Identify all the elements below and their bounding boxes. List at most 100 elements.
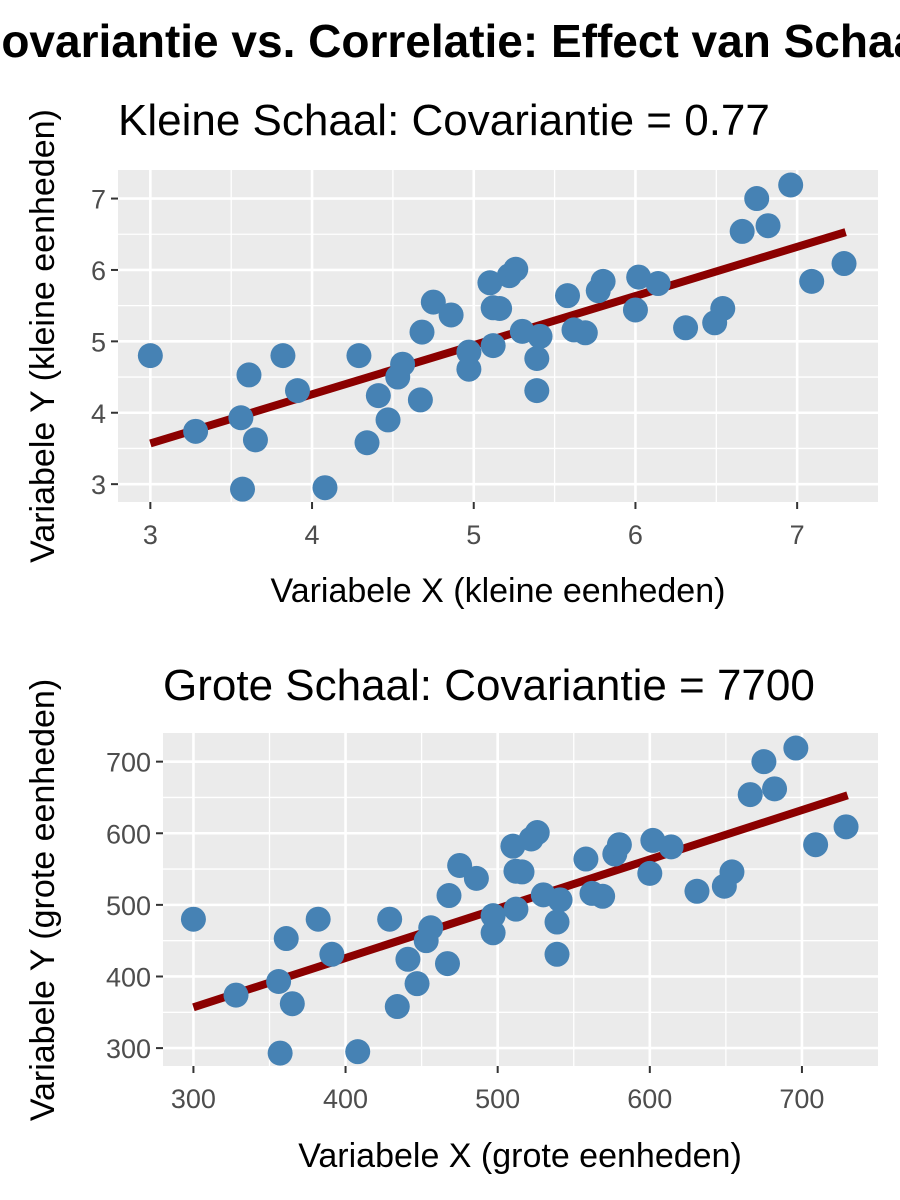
x-tick-label: 3 — [143, 520, 158, 550]
data-point — [384, 994, 410, 1020]
data-point — [434, 951, 460, 977]
data-point — [345, 1039, 371, 1065]
figure-title: Covariantie vs. Correlatie: Effect van S… — [0, 15, 900, 67]
data-point — [456, 356, 482, 382]
data-point — [645, 271, 671, 297]
data-point — [137, 343, 163, 369]
y-tick-label: 3 — [91, 470, 106, 500]
data-point — [312, 475, 338, 501]
data-point — [719, 859, 745, 885]
data-point — [803, 832, 829, 858]
data-point — [555, 283, 581, 309]
x-tick-label: 700 — [779, 1084, 824, 1114]
data-point — [755, 213, 781, 239]
data-point — [409, 319, 435, 345]
data-point — [377, 906, 403, 932]
y-tick-label: 600 — [106, 819, 151, 849]
data-point — [480, 333, 506, 359]
data-point — [480, 903, 506, 929]
data-point — [456, 339, 482, 365]
data-point — [266, 968, 292, 994]
data-point — [375, 407, 401, 433]
y-tick-label: 300 — [106, 1034, 151, 1064]
data-point — [346, 343, 372, 369]
data-point — [778, 172, 804, 198]
data-point — [477, 270, 503, 296]
data-point — [833, 814, 859, 840]
data-point — [319, 941, 345, 967]
x-ticks-small-scale: 3 4 5 6 7 — [143, 502, 805, 550]
y-tick-label: 500 — [106, 891, 151, 921]
data-point — [658, 834, 684, 860]
y-axis-label-large-scale: Variabele Y (grote eenheden) — [24, 679, 62, 1121]
x-tick-label: 400 — [323, 1084, 368, 1114]
data-point — [737, 782, 763, 808]
data-point — [305, 906, 331, 932]
data-point — [547, 887, 573, 913]
panel-title-large-scale: Grote Schaal: Covariantie = 7700 — [163, 661, 815, 710]
data-point — [242, 427, 268, 453]
data-point — [744, 186, 770, 212]
x-axis-label-small-scale: Variabele X (kleine eenheden) — [271, 572, 726, 610]
x-ticks-large-scale: 300 400 500 600 700 — [171, 1066, 824, 1114]
data-point — [524, 820, 550, 846]
data-point — [267, 1040, 293, 1066]
x-tick-label: 6 — [628, 520, 643, 550]
data-point — [420, 289, 446, 315]
y-tick-label: 7 — [91, 185, 106, 215]
data-point — [590, 268, 616, 294]
data-point — [799, 268, 825, 294]
data-point — [395, 946, 421, 972]
data-point — [831, 251, 857, 277]
y-tick-label: 400 — [106, 962, 151, 992]
data-point — [487, 296, 513, 322]
data-point — [183, 418, 209, 444]
grid-small-scale — [118, 170, 878, 502]
y-tick-label: 4 — [91, 399, 106, 429]
x-tick-label: 300 — [171, 1084, 216, 1114]
x-tick-label: 500 — [475, 1084, 520, 1114]
data-point — [637, 860, 663, 886]
data-point — [572, 320, 598, 346]
data-point — [673, 315, 699, 341]
data-point — [390, 351, 416, 377]
data-point — [270, 343, 296, 369]
data-point — [436, 883, 462, 909]
y-tick-label: 700 — [106, 748, 151, 778]
data-point — [626, 264, 652, 290]
data-point — [590, 883, 616, 909]
data-point — [544, 941, 570, 967]
data-point — [418, 915, 444, 941]
data-point — [284, 378, 310, 404]
data-point — [273, 926, 299, 952]
x-axis-label-large-scale: Variabele X (grote eenheden) — [298, 1137, 742, 1175]
data-point — [503, 256, 529, 282]
y-ticks-large-scale: 300 400 500 600 700 — [106, 748, 163, 1064]
data-point — [729, 218, 755, 244]
data-point — [527, 323, 553, 349]
y-axis-label-small-scale: Variabele Y (kleine eenheden) — [24, 109, 62, 563]
data-point — [751, 749, 777, 775]
x-tick-label: 4 — [305, 520, 320, 550]
points-large-scale — [180, 735, 859, 1066]
data-point — [407, 387, 433, 413]
data-point — [480, 920, 506, 946]
points-small-scale — [137, 172, 857, 502]
x-tick-label: 600 — [627, 1084, 672, 1114]
data-point — [783, 735, 809, 761]
data-point — [762, 776, 788, 802]
data-point — [228, 405, 254, 431]
x-tick-label: 7 — [790, 520, 805, 550]
data-point — [524, 378, 550, 404]
data-point — [524, 345, 550, 371]
data-point — [710, 296, 736, 322]
data-point — [544, 909, 570, 935]
data-point — [180, 906, 206, 932]
data-point — [503, 896, 529, 922]
data-point — [236, 362, 262, 388]
data-point — [509, 859, 535, 885]
data-point — [404, 971, 430, 997]
data-point — [354, 430, 380, 456]
